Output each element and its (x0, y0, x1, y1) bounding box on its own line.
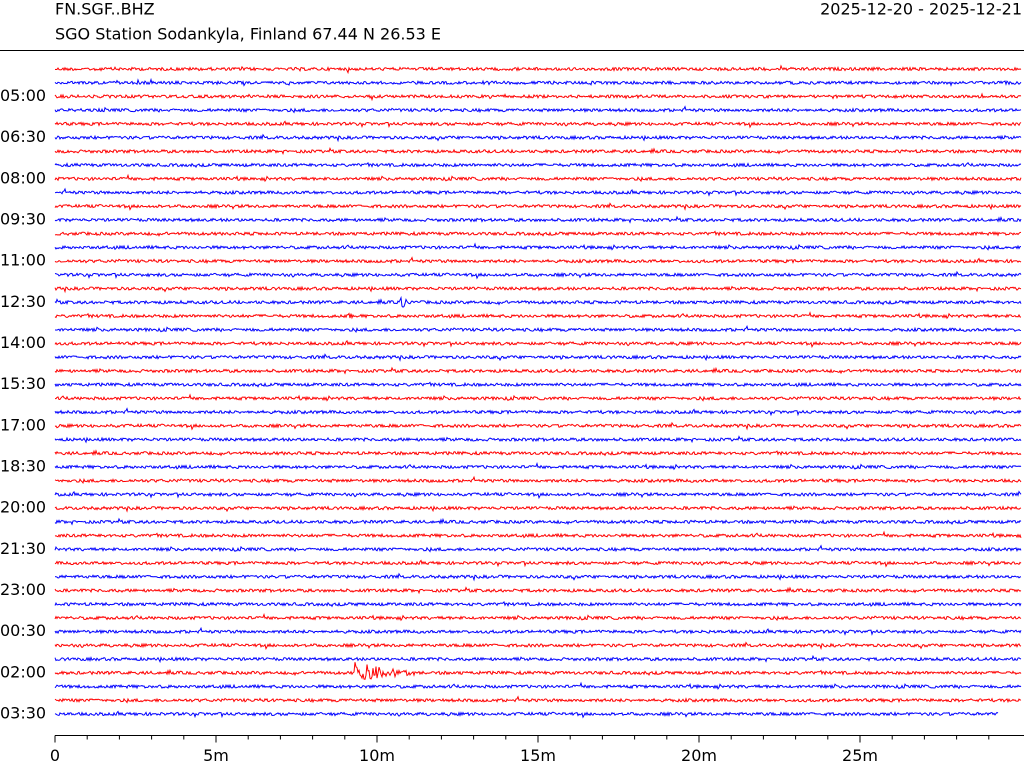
trace (54, 381, 1022, 388)
trace (54, 572, 1022, 582)
trace (54, 517, 1022, 526)
trace (54, 435, 1022, 444)
station-code: FN.SGF..BHZ (55, 0, 155, 19)
row-label: 12:30 (0, 292, 46, 311)
trace (54, 202, 1022, 211)
trace (54, 544, 1022, 553)
trace (55, 324, 1022, 333)
trace (54, 77, 1022, 87)
trace (55, 393, 1022, 402)
row-label: 05:00 (0, 86, 46, 105)
date-range: 2025-12-20 - 2025-12-21 (820, 0, 1022, 19)
trace (54, 695, 1022, 704)
trace (54, 612, 1022, 622)
trace (54, 173, 1022, 183)
row-label: 14:00 (0, 333, 46, 352)
trace (54, 147, 1022, 155)
trace (54, 681, 1022, 690)
trace (54, 256, 1022, 265)
row-label: 20:00 (0, 498, 46, 517)
row-label: 02:00 (0, 662, 46, 681)
trace (54, 449, 1022, 457)
trace (54, 421, 1022, 431)
row-label: 15:30 (0, 374, 46, 393)
x-tick-label: 15m (520, 746, 556, 765)
trace (54, 475, 1022, 484)
trace (54, 295, 1022, 308)
row-label: 11:00 (0, 251, 46, 270)
trace (54, 407, 1022, 417)
trace (54, 586, 1022, 595)
trace (54, 601, 1022, 608)
trace (54, 270, 1022, 280)
row-label: 23:00 (0, 580, 46, 599)
station-description: SGO Station Sodankyla, Finland 67.44 N 2… (55, 25, 441, 44)
trace (54, 461, 1022, 471)
trace (54, 490, 1022, 500)
trace (54, 311, 1022, 320)
row-label: 03:30 (0, 704, 46, 723)
trace (54, 105, 1022, 114)
row-label: 08:00 (0, 168, 46, 187)
trace (54, 339, 1022, 349)
row-label: 09:30 (0, 209, 46, 228)
trace (54, 366, 1022, 375)
trace (54, 654, 1022, 664)
trace (54, 242, 1021, 251)
trace (54, 710, 999, 719)
row-label: 00:30 (0, 621, 46, 640)
trace (54, 641, 1022, 651)
row-label: 21:30 (0, 539, 46, 558)
trace (54, 353, 1022, 362)
trace (55, 187, 1022, 197)
trace (54, 133, 1022, 143)
row-label: 18:30 (0, 456, 46, 475)
trace (54, 662, 1022, 680)
trace (54, 215, 1022, 224)
trace (54, 505, 1022, 513)
trace (54, 161, 1022, 169)
trace (54, 230, 1022, 237)
trace (54, 285, 1022, 294)
row-label: 17:00 (0, 415, 46, 434)
trace (54, 530, 1022, 539)
x-tick-label: 25m (842, 746, 878, 765)
x-tick-label: 20m (681, 746, 717, 765)
trace (54, 64, 1022, 75)
x-tick-label: 5m (203, 746, 229, 765)
x-tick-label: 10m (359, 746, 395, 765)
trace (54, 626, 1022, 636)
x-tick-label: 0 (50, 746, 60, 765)
trace (54, 559, 1022, 568)
trace (54, 92, 1022, 102)
trace (54, 120, 1022, 129)
row-label: 06:30 (0, 127, 46, 146)
